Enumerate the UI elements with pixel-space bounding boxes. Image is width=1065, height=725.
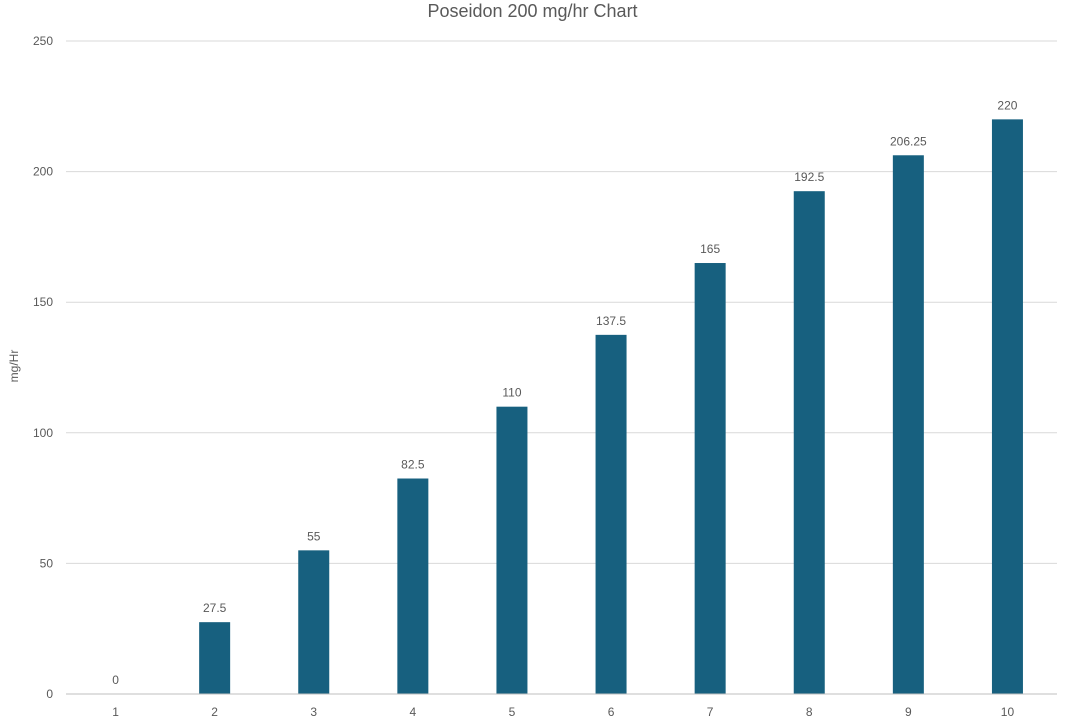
data-label: 165 xyxy=(700,242,720,256)
bar-6 xyxy=(595,334,627,694)
y-axis-label: mg/Hr xyxy=(7,349,21,383)
data-label: 27.5 xyxy=(203,601,227,615)
bar-5 xyxy=(496,406,528,694)
x-tick-label: 6 xyxy=(608,705,615,719)
data-label: 206.25 xyxy=(890,134,927,148)
data-label: 55 xyxy=(307,529,321,543)
y-tick-label: 250 xyxy=(33,34,53,48)
y-tick-label: 150 xyxy=(33,295,53,309)
data-label: 110 xyxy=(502,386,521,400)
bar-4 xyxy=(397,478,429,694)
bar-2 xyxy=(199,622,231,694)
x-tick-label: 2 xyxy=(211,705,218,719)
bar-3 xyxy=(298,550,330,694)
data-label: 82.5 xyxy=(401,458,425,472)
y-tick-label: 100 xyxy=(33,426,53,440)
bar-8 xyxy=(793,191,825,694)
data-label: 192.5 xyxy=(794,170,824,184)
bar-10 xyxy=(991,119,1023,695)
data-label: 0 xyxy=(112,673,119,687)
x-tick-label: 10 xyxy=(1001,705,1015,719)
x-tick-label: 4 xyxy=(410,705,417,719)
bar-7 xyxy=(694,263,726,694)
x-tick-label: 5 xyxy=(509,705,516,719)
y-tick-label: 50 xyxy=(40,556,54,570)
x-tick-label: 7 xyxy=(707,705,714,719)
x-tick-label: 1 xyxy=(112,705,119,719)
y-tick-label: 200 xyxy=(33,165,53,179)
chart-title: Poseidon 200 mg/hr Chart xyxy=(427,1,638,21)
x-tick-label: 8 xyxy=(806,705,813,719)
bar-9 xyxy=(892,155,924,694)
x-tick-label: 9 xyxy=(905,705,912,719)
y-tick-label: 0 xyxy=(46,687,53,701)
x-tick-label: 3 xyxy=(310,705,317,719)
data-label: 137.5 xyxy=(596,314,626,328)
data-label: 220 xyxy=(997,98,1017,112)
